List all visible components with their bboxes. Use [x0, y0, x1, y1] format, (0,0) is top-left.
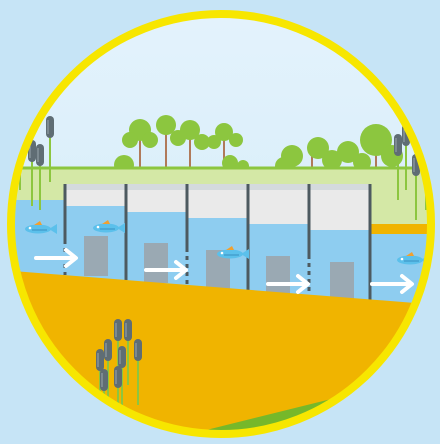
- pool-walls: [65, 184, 431, 234]
- frame-ring: [7, 10, 435, 438]
- weir-openings: [84, 236, 354, 302]
- posts: [63, 184, 372, 305]
